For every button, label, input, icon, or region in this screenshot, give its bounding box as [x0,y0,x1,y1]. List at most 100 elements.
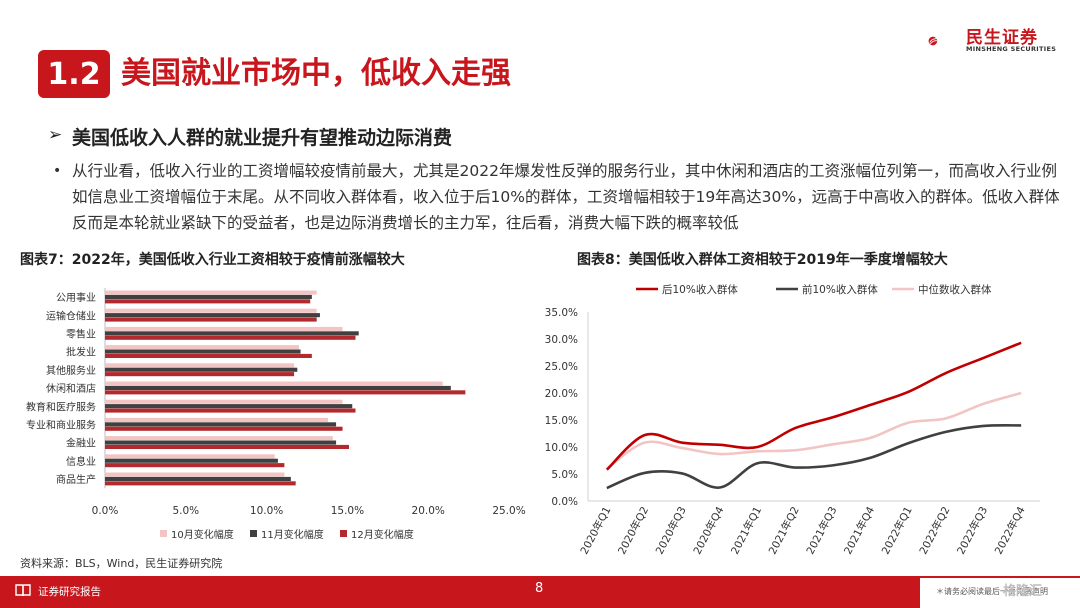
bar [105,326,343,331]
bar [105,422,337,427]
series-line [605,341,1022,471]
legend-label: 前10%收入群体 [802,283,878,296]
source-note: 资料来源：BLS，Wind，民生证券研究院 [20,557,223,570]
legend-label: 后10%收入群体 [662,283,738,296]
x-tick-label: 2020年Q2 [615,504,651,556]
figure8-line-chart: 0.0% 5.0% 10.0% 15.0% 20.0% 25.0% 30.0% 35.0% 2… [545,283,1040,556]
x-tick-label: 2021年Q1 [728,504,764,556]
y-tick-label: 5.0% [551,469,578,481]
category-label: 运输仓储业 [46,309,96,322]
arrow-bullet-icon: ➢ [48,125,63,145]
figure8-title: 图表8：美国低收入群体工资相较于2019年一季度增幅较大 [577,252,948,268]
bar [105,353,312,358]
bar [105,349,301,354]
footer-bar [0,576,1080,608]
bar [105,404,353,409]
legend-label: 12月变化幅度 [351,528,414,541]
y-tick-label: 35.0% [545,307,578,319]
x-tick-label: 2021年Q4 [841,504,877,556]
bar [105,390,466,395]
x-tick-label: 10.0% [250,505,283,517]
logo-subtitle: MINSHENG SECURITIES [966,45,1057,53]
legend-swatch [340,530,347,537]
category-label: 商品生产 [56,473,96,486]
bar [105,458,278,463]
legend-swatch [250,530,257,537]
bullet-dot-icon: • [53,163,62,179]
bar [105,363,295,368]
bar [105,294,312,299]
category-label: 金融业 [66,437,96,450]
bar [105,308,317,313]
x-tick-label: 2022年Q2 [917,504,953,556]
footer-right-panel [920,578,1080,608]
y-tick-label: 20.0% [545,388,578,400]
body-paragraph: 从行业看，低收入行业的工资增幅较疫情前最大，尤其是2022年爆发性反弹的服务行业… [72,162,1060,232]
x-tick-label: 2021年Q2 [766,504,802,556]
legend-label: 11月变化幅度 [261,528,324,541]
category-label: 专业和商业服务 [26,419,96,432]
section-title: 美国就业市场中，低收入走强 [121,56,511,91]
bar [105,454,275,459]
disclaimer: ＊请务必阅读最后一页免责声明 [936,587,1048,596]
bar [105,345,299,350]
x-tick-label: 2020年Q3 [653,504,689,556]
bar [105,372,295,377]
y-tick-label: 25.0% [545,361,578,373]
logo-name: 民生证券 [966,28,1038,48]
figure7-bar-chart: 公用事业运输仓储业零售业批发业其他服务业休闲和酒店教育和医疗服务专业和商业服务金… [26,288,526,541]
bar [105,440,337,445]
category-label: 公用事业 [56,291,96,304]
bar [105,463,285,468]
bar [105,385,451,390]
x-tick-label: 0.0% [92,505,119,517]
bar [105,444,350,449]
bar [105,417,329,422]
bar [105,290,317,295]
x-tick-label: 2022年Q1 [879,504,915,556]
x-tick-label: 25.0% [492,505,525,517]
bar [105,436,333,441]
figure7-title: 图表7：2022年，美国低收入行业工资相较于疫情前涨幅较大 [20,252,405,268]
x-tick-label: 15.0% [331,505,364,517]
bar [105,472,285,477]
x-tick-label: 2020年Q1 [578,504,614,556]
x-tick-label: 2022年Q4 [992,504,1028,556]
legend-label: 中位数收入群体 [918,283,992,296]
bar [105,335,356,340]
bar [105,331,359,336]
section-number-badge: 1.2 [38,50,110,98]
subheading: 美国低收入人群的就业提升有望推动边际消费 [72,127,453,149]
bar [105,426,343,431]
x-tick-label: 5.0% [172,505,199,517]
x-tick-label: 20.0% [412,505,445,517]
legend-label: 10月变化幅度 [171,528,234,541]
category-label: 批发业 [66,346,96,359]
x-tick-label: 2022年Q3 [954,504,990,556]
series-line [606,391,1022,470]
bar [105,313,320,318]
footer-label: 证券研究报告 [38,586,101,598]
minsheng-logo-icon [928,36,938,46]
category-label: 信息业 [66,455,96,468]
watermark: 格隆汇 [1003,584,1043,599]
bar [105,299,311,304]
bar [105,399,343,404]
x-tick-label: 2021年Q3 [804,504,840,556]
y-tick-label: 30.0% [545,334,578,346]
bar [105,317,317,322]
y-tick-label: 10.0% [545,442,578,454]
category-label: 零售业 [66,328,96,341]
book-icon [15,584,31,597]
bar [105,381,443,386]
y-tick-label: 0.0% [551,496,578,508]
category-label: 休闲和酒店 [46,382,96,395]
bar [105,476,291,481]
bar [105,408,356,413]
bar [105,481,296,486]
bar [105,367,298,372]
x-tick-label: 2020年Q4 [691,504,727,556]
y-tick-label: 15.0% [545,415,578,427]
category-label: 其他服务业 [46,364,96,377]
category-label: 教育和医疗服务 [26,400,96,413]
